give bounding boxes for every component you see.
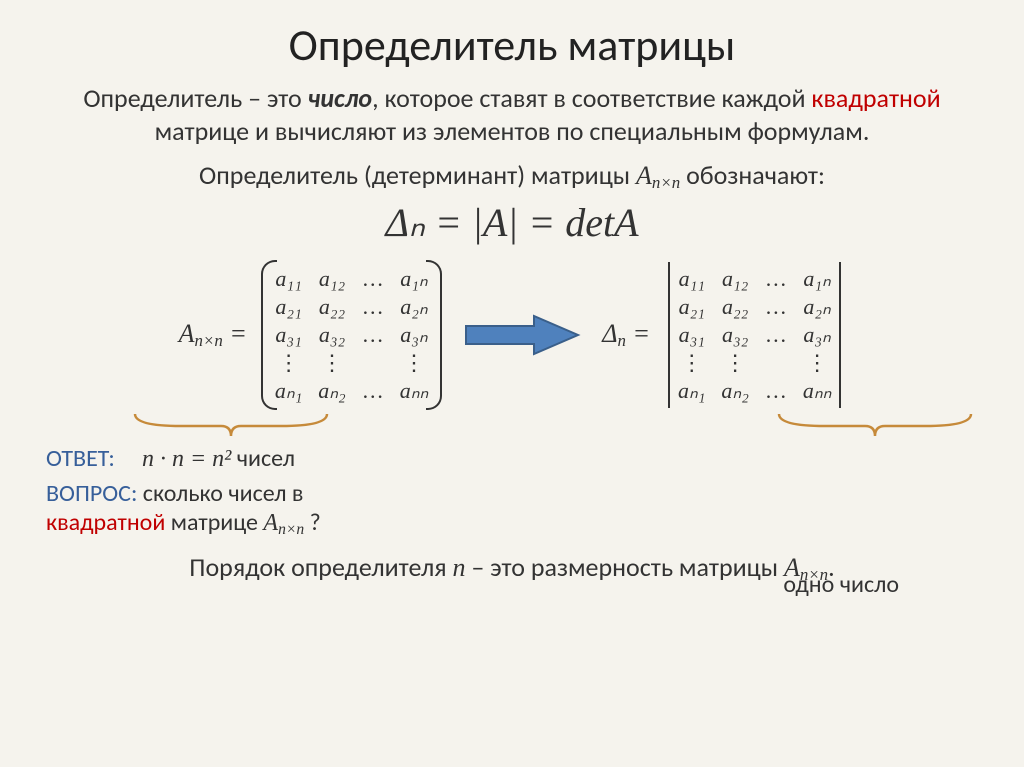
question-text-1: сколько чисел в [137, 479, 303, 508]
intro-text-3: матрице и вычисляют из элементов по спец… [155, 115, 870, 147]
notation-suffix: обозначают: [686, 159, 825, 191]
intro-text-1: Определитель – это [83, 82, 307, 114]
bottom-n: n [452, 553, 465, 582]
notation-line: Определитель (детерминант) матрицы An×n … [40, 159, 984, 193]
one-number-label: одно число [783, 570, 899, 599]
question-red: квадратной [46, 508, 165, 537]
intro-red: квадратной [811, 82, 940, 114]
notation-symbol: An×n [636, 161, 680, 190]
intro-text-2: , которое ставят в соответствие каждой [372, 82, 811, 114]
question-mark: ? [304, 508, 321, 537]
arrow-icon [462, 313, 582, 357]
question-symbol: An×n [263, 510, 304, 536]
bottom-text-2: – это размерность матрицы [465, 551, 783, 583]
matrices-row: An×n = a₁₁a₁₂…a₁ₙ a₂₁a₂₂…a₂ₙ a₃₁a₃₂…a₃ₙ … [40, 260, 984, 410]
question-line: ВОПРОС: сколько чисел в квадратной матри… [40, 479, 984, 539]
intro-paragraph: Определитель – это число, которое ставят… [40, 82, 984, 147]
braces-row [122, 412, 984, 438]
question-label: ВОПРОС: [46, 479, 137, 508]
notation-prefix: Определитель (детерминант) матрицы [199, 159, 636, 191]
matrix-left-label: An×n = [179, 319, 247, 351]
answer-line: ОТВЕТ: n · n = n² чисел [40, 444, 984, 473]
bottom-text-1: Порядок определителя [189, 551, 452, 583]
answer-suffix: чисел [231, 444, 295, 473]
answer-label: ОТВЕТ: [46, 444, 115, 473]
main-formula: Δₙ = |A| = detA [40, 199, 984, 246]
question-text-2: матрице [165, 508, 263, 537]
matrix-right-label: Δn = [602, 319, 650, 351]
matrix-right: a₁₁a₁₂…a₁ₙ a₂₁a₂₂…a₂ₙ a₃₁a₃₂…a₃ₙ ⋮⋮⋮ aₙ₁… [664, 260, 845, 410]
brace-left [131, 412, 331, 438]
brace-right [775, 412, 975, 438]
matrix-left: a₁₁a₁₂…a₁ₙ a₂₁a₂₂…a₂ₙ a₃₁a₃₂…a₃ₙ ⋮⋮⋮ aₙ₁… [261, 260, 442, 410]
page-title: Определитель матрицы [40, 18, 984, 72]
answer-formula: n · n = n² [142, 446, 231, 472]
intro-emph: число [308, 82, 373, 114]
